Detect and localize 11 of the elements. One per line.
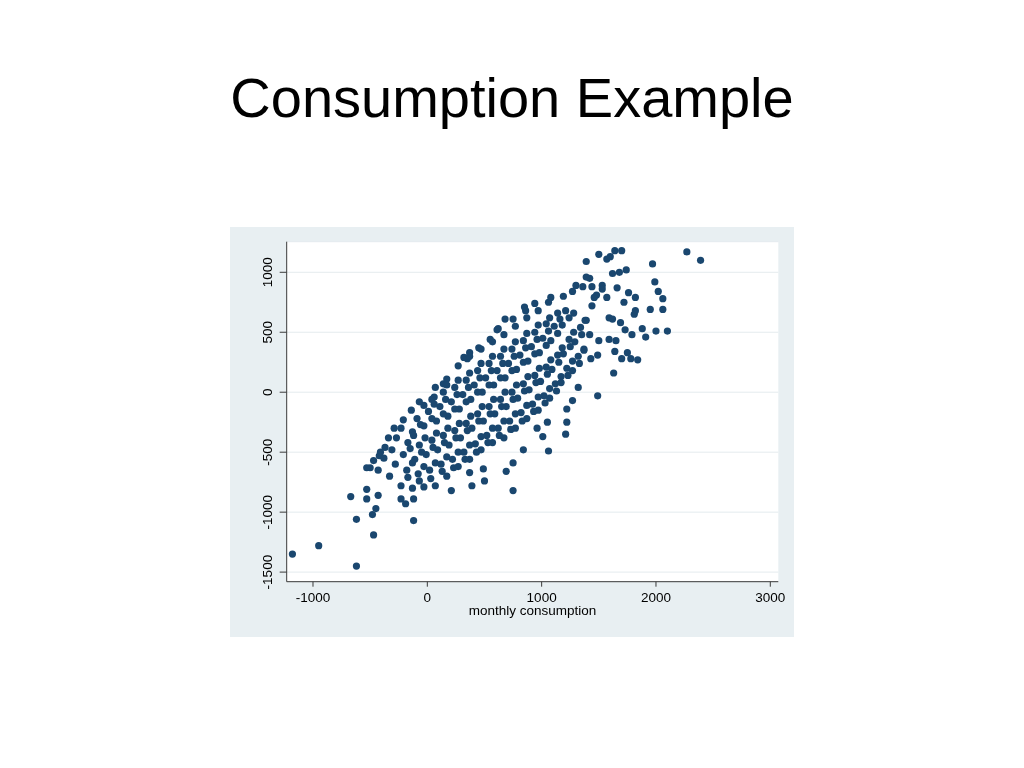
y-tick-label: 500 [259,320,275,344]
y-tick-label: -1500 [259,554,275,590]
x-tick-label: 3000 [755,590,786,606]
y-tick-label: 1000 [259,257,275,288]
chart-title: Consumption Example [229,66,795,129]
x-tick-label: 2000 [640,590,671,606]
y-tick-label: 0 [259,388,275,396]
x-tick-label: -1000 [295,590,331,606]
x-tick-label: 0 [423,590,432,606]
y-tick-label: -500 [259,438,275,466]
y-tick-label: -1000 [259,494,275,530]
